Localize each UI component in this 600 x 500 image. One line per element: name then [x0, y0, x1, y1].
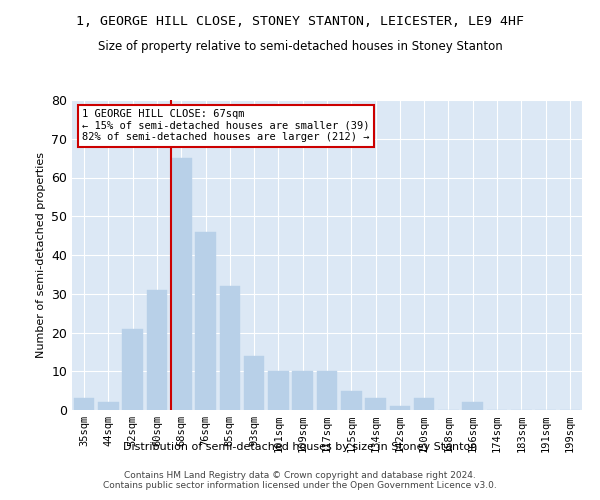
Bar: [268, 371, 289, 410]
Bar: [195, 232, 216, 410]
Bar: [122, 328, 143, 410]
Bar: [292, 371, 313, 410]
Bar: [463, 402, 483, 410]
Bar: [220, 286, 240, 410]
Text: 1, GEORGE HILL CLOSE, STONEY STANTON, LEICESTER, LE9 4HF: 1, GEORGE HILL CLOSE, STONEY STANTON, LE…: [76, 15, 524, 28]
Bar: [244, 356, 265, 410]
Text: 1 GEORGE HILL CLOSE: 67sqm
← 15% of semi-detached houses are smaller (39)
82% of: 1 GEORGE HILL CLOSE: 67sqm ← 15% of semi…: [82, 110, 370, 142]
Bar: [74, 398, 94, 410]
Text: Distribution of semi-detached houses by size in Stoney Stanton: Distribution of semi-detached houses by …: [123, 442, 477, 452]
Bar: [146, 290, 167, 410]
Y-axis label: Number of semi-detached properties: Number of semi-detached properties: [35, 152, 46, 358]
Bar: [341, 390, 362, 410]
Text: Contains HM Land Registry data © Crown copyright and database right 2024.
Contai: Contains HM Land Registry data © Crown c…: [103, 470, 497, 490]
Bar: [317, 371, 337, 410]
Text: Size of property relative to semi-detached houses in Stoney Stanton: Size of property relative to semi-detach…: [98, 40, 502, 53]
Bar: [414, 398, 434, 410]
Bar: [365, 398, 386, 410]
Bar: [171, 158, 191, 410]
Bar: [389, 406, 410, 410]
Bar: [98, 402, 119, 410]
